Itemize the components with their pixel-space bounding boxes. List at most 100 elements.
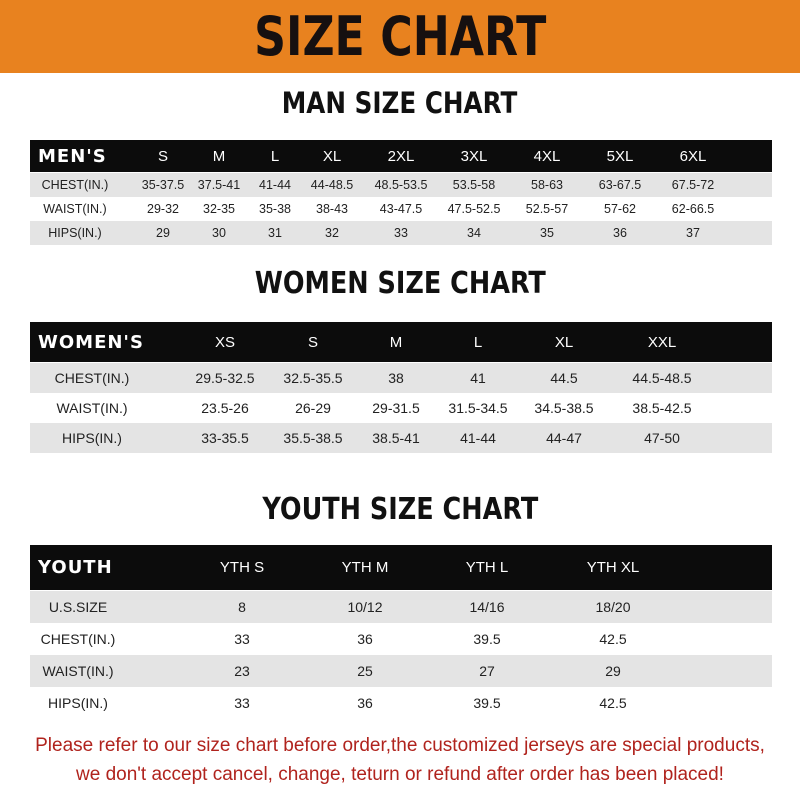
measurement-cell: 67.5-72 <box>671 178 715 192</box>
size-header-cell: 3XL <box>460 147 488 165</box>
measurement-cell: 33 <box>394 226 408 240</box>
size-header-cell: XXL <box>647 333 677 351</box>
table-row: HIPS(IN.) 33 36 39.5 42.5 <box>30 687 772 719</box>
measurement-cell: 35.5-38.5 <box>283 430 343 446</box>
main-title: SIZE CHART <box>253 5 547 68</box>
table-title-cell: YOUTH <box>38 557 113 578</box>
measurement-cell: 10/12 <box>347 599 383 615</box>
measurement-cell: 39.5 <box>473 695 501 711</box>
measurement-cell: 41 <box>470 370 486 386</box>
measurement-cell: 26-29 <box>295 400 331 416</box>
measurement-cell: 36 <box>357 695 373 711</box>
order-note-line-2: we don't accept cancel, change, teturn o… <box>76 764 724 785</box>
measurement-cell: 44-47 <box>546 430 582 446</box>
measurement-cell: 42.5 <box>599 695 627 711</box>
measurement-cell: 30 <box>212 226 226 240</box>
measurement-cell: 39.5 <box>473 631 501 647</box>
size-chart-banner: SIZE CHART <box>0 0 800 73</box>
table-row: HIPS(IN.) 33-35.5 35.5-38.5 38.5-41 41-44 44-… <box>30 423 772 453</box>
measurement-cell: 48.5-53.5 <box>374 178 428 192</box>
measurement-cell: 31 <box>268 226 282 240</box>
table-header-row: YOUTH YTH S YTH M YTH L YTH XL <box>30 545 772 590</box>
table-row: CHEST(IN.) 29.5-32.5 32.5-35.5 38 41 44.5 44.5… <box>30 363 772 393</box>
measurement-cell: 27 <box>479 663 495 679</box>
measurement-cell: 41-44 <box>259 178 291 192</box>
measurement-cell: 8 <box>238 599 246 615</box>
measurement-cell: 47.5-52.5 <box>447 202 501 216</box>
measurement-cell: 37.5-41 <box>197 178 241 192</box>
size-header-cell: M <box>389 333 403 351</box>
measurement-cell: 35-38 <box>259 202 291 216</box>
size-header-cell: 6XL <box>679 147 707 165</box>
size-header-cell: 4XL <box>533 147 561 165</box>
measurement-cell: 43-47.5 <box>379 202 423 216</box>
measurement-cell: 58-63 <box>531 178 563 192</box>
size-header-cell: S <box>307 333 318 351</box>
size-header-cell: S <box>157 147 168 165</box>
row-label: WAIST(IN.) <box>56 400 128 416</box>
measurement-cell: 37 <box>686 226 700 240</box>
size-header-cell: L <box>270 147 280 165</box>
measurement-cell: 42.5 <box>599 631 627 647</box>
table-row: CHEST(IN.) 35-37.5 37.5-41 41-44 44-48.5 48.5… <box>30 173 772 197</box>
size-header-cell: 5XL <box>606 147 634 165</box>
table-title-cell: MEN'S <box>38 145 107 167</box>
table-row: WAIST(IN.) 29-32 32-35 35-38 38-43 43-47.5 47.… <box>30 197 772 221</box>
measurement-cell: 36 <box>613 226 627 240</box>
men-section-title: MAN SIZE CHART <box>282 86 518 120</box>
size-header-cell: L <box>473 333 483 351</box>
row-label: WAIST(IN.) <box>42 663 114 679</box>
table-row: WAIST(IN.) 23 25 27 29 <box>30 655 772 687</box>
table-title-cell: WOMEN'S <box>38 331 144 353</box>
measurement-cell: 33 <box>234 631 250 647</box>
measurement-cell: 38-43 <box>316 202 348 216</box>
row-label: WAIST(IN.) <box>43 202 107 216</box>
size-header-cell: YTH S <box>219 559 265 576</box>
measurement-cell: 29 <box>156 226 170 240</box>
measurement-cell: 44.5 <box>550 370 578 386</box>
row-label: U.S.SIZE <box>48 599 108 615</box>
table-header-row: MEN'S S M L XL 2XL 3XL 4XL 5XL 6XL <box>30 140 772 172</box>
table-row: HIPS(IN.) 29 30 31 32 33 34 35 36 37 <box>30 221 772 245</box>
row-label: HIPS(IN.) <box>48 226 102 240</box>
measurement-cell: 33-35.5 <box>201 430 249 446</box>
row-label: HIPS(IN.) <box>48 695 108 711</box>
youth-section-title: YOUTH SIZE CHART <box>262 492 538 527</box>
size-header-cell: XL <box>322 147 342 165</box>
measurement-cell: 44-48.5 <box>310 178 354 192</box>
measurement-cell: 34.5-38.5 <box>534 400 594 416</box>
row-label: CHEST(IN.) <box>40 631 116 647</box>
row-label: CHEST(IN.) <box>41 178 109 192</box>
size-header-cell: YTH L <box>465 559 509 576</box>
measurement-cell: 47-50 <box>644 430 680 446</box>
measurement-cell: 38.5-42.5 <box>632 400 692 416</box>
measurement-cell: 29-31.5 <box>372 400 420 416</box>
measurement-cell: 32 <box>325 226 339 240</box>
measurement-cell: 52.5-57 <box>525 202 569 216</box>
table-row: U.S.SIZE 8 10/12 14/16 18/20 <box>30 591 772 623</box>
measurement-cell: 44.5-48.5 <box>632 370 692 386</box>
measurement-cell: 29-32 <box>147 202 179 216</box>
measurement-cell: 29.5-32.5 <box>195 370 255 386</box>
table-row: WAIST(IN.) 23.5-26 26-29 29-31.5 31.5-34.5 34… <box>30 393 772 423</box>
row-label: CHEST(IN.) <box>54 370 130 386</box>
measurement-cell: 63-67.5 <box>598 178 642 192</box>
measurement-cell: 35 <box>540 226 554 240</box>
measurement-cell: 25 <box>357 663 373 679</box>
row-label: HIPS(IN.) <box>62 430 122 446</box>
measurement-cell: 23.5-26 <box>201 400 249 416</box>
measurement-cell: 36 <box>357 631 373 647</box>
measurement-cell: 62-66.5 <box>671 202 715 216</box>
table-header-row: WOMEN'S XS S M L XL XXL <box>30 322 772 362</box>
measurement-cell: 41-44 <box>460 430 496 446</box>
measurement-cell: 18/20 <box>595 599 631 615</box>
measurement-cell: 34 <box>467 226 481 240</box>
measurement-cell: 23 <box>234 663 250 679</box>
measurement-cell: 57-62 <box>604 202 636 216</box>
measurement-cell: 14/16 <box>469 599 505 615</box>
measurement-cell: 32.5-35.5 <box>283 370 343 386</box>
women-section-title: WOMEN SIZE CHART <box>254 266 546 301</box>
size-header-cell: XS <box>214 333 235 351</box>
size-header-cell: XL <box>554 333 574 351</box>
measurement-cell: 38.5-41 <box>372 430 420 446</box>
